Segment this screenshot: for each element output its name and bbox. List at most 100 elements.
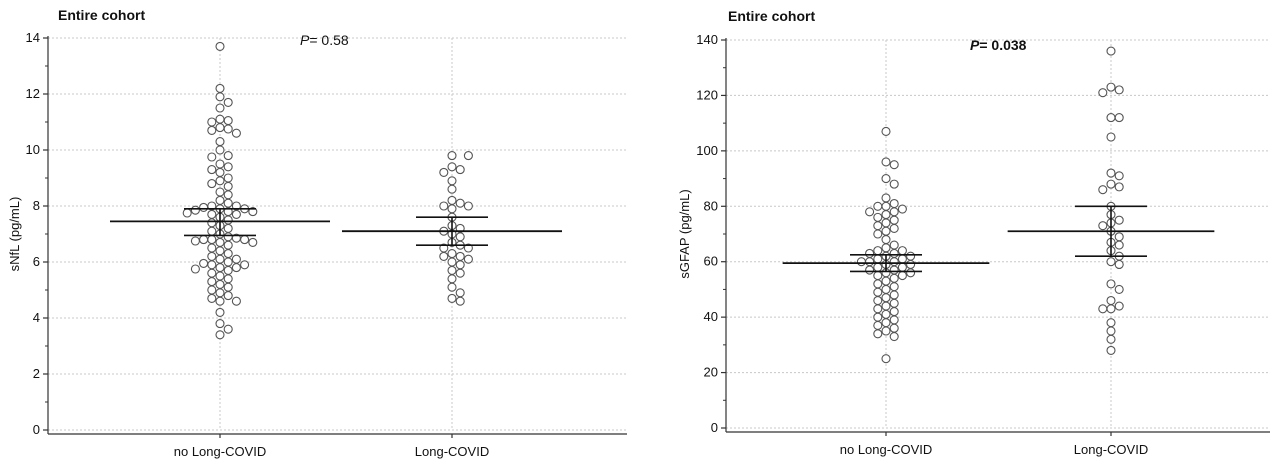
data-point [207, 293, 217, 303]
data-point [223, 291, 233, 301]
data-point [215, 176, 225, 186]
data-point [207, 243, 217, 253]
p-value-annotation: P= 0.58 [300, 32, 349, 48]
y-axis-label: sGFAP (pg/mL) [677, 189, 692, 278]
data-point [873, 221, 883, 231]
data-point [889, 248, 899, 258]
data-point [447, 151, 457, 161]
data-point [215, 263, 225, 273]
data-point [463, 201, 473, 211]
data-point [881, 243, 891, 253]
data-point [223, 265, 233, 275]
data-point [215, 237, 225, 247]
data-point [881, 234, 891, 245]
data-point [873, 262, 883, 272]
data-point [873, 201, 883, 211]
data-point [207, 117, 217, 127]
x-tick-label: no Long-COVID [840, 442, 933, 457]
p-value-text: = 0.038 [979, 37, 1026, 53]
data-point [455, 165, 465, 175]
y-axis-label: sNfL (pg/mL) [7, 197, 22, 272]
data-point [881, 326, 891, 336]
data-point [223, 151, 233, 161]
data-point [447, 176, 457, 186]
data-point [215, 288, 225, 298]
data-point [463, 254, 473, 264]
data-point [1106, 345, 1116, 355]
data-point [873, 312, 883, 322]
data-point [1098, 304, 1108, 314]
data-point [447, 257, 457, 267]
y-tick-label: 4 [33, 310, 40, 325]
data-point [215, 195, 225, 205]
data-point [889, 207, 899, 217]
data-point [873, 254, 883, 264]
data-point [1106, 179, 1116, 189]
data-point [215, 319, 225, 329]
data-point [455, 251, 465, 261]
data-point [223, 282, 233, 292]
data-point [223, 223, 233, 233]
data-point [1106, 113, 1116, 123]
y-tick-label: 12 [26, 86, 40, 101]
data-point [207, 218, 217, 228]
data-point [463, 151, 473, 161]
p-value-symbol: P [300, 32, 310, 48]
data-point [207, 251, 217, 261]
data-point [906, 259, 916, 270]
data-point [881, 126, 891, 137]
data-point [207, 165, 217, 175]
data-point [856, 257, 866, 267]
data-point [455, 198, 465, 208]
chart-panel-1: Entire cohort 0 2 4 6 8 10 12 14 sNfL (pg/mL) no L… [7, 7, 627, 459]
data-point [190, 264, 200, 274]
data-point [240, 260, 250, 270]
y-tick-label: 100 [696, 143, 718, 158]
data-point [207, 226, 217, 236]
chart-title: Entire cohort [728, 8, 815, 24]
data-point [1106, 257, 1116, 267]
data-point [207, 268, 217, 278]
data-point [223, 116, 233, 126]
data-point [897, 262, 907, 272]
data-point [897, 204, 907, 214]
data-point [1106, 318, 1116, 328]
data-point [455, 296, 465, 306]
chart-panel-2: Entire cohort 0 20 40 60 80 100 120 140 sGFAP (pg… [677, 8, 1270, 457]
y-tick-label: 8 [33, 198, 40, 213]
data-point [182, 208, 192, 218]
data-point [447, 249, 457, 259]
data-point [1114, 259, 1124, 270]
data-point [231, 128, 241, 138]
data-point [889, 307, 899, 317]
data-point [873, 329, 883, 339]
data-point [873, 320, 883, 331]
data-point [199, 202, 209, 212]
data-point [447, 282, 457, 292]
y-tick-label: 0 [711, 420, 718, 435]
data-point [1106, 279, 1116, 289]
data-point [881, 276, 891, 286]
y-tick-label: 0 [33, 422, 40, 437]
data-point [223, 240, 233, 250]
data-point [223, 198, 233, 208]
data-point [215, 114, 225, 124]
data-point [439, 251, 449, 261]
data-point [215, 41, 225, 51]
data-point [207, 277, 217, 287]
data-point [889, 282, 899, 292]
data-point [223, 215, 233, 225]
data-point [231, 263, 241, 273]
data-point [1114, 113, 1124, 123]
data-point [207, 152, 217, 162]
data-point [215, 103, 225, 113]
data-point [1114, 182, 1124, 192]
x-tick-label: Long-COVID [1074, 442, 1148, 457]
data-point [223, 232, 233, 242]
data-point [207, 125, 217, 135]
data-point [881, 284, 891, 294]
data-point [1114, 85, 1124, 95]
data-point [881, 309, 891, 319]
data-point [881, 354, 891, 364]
